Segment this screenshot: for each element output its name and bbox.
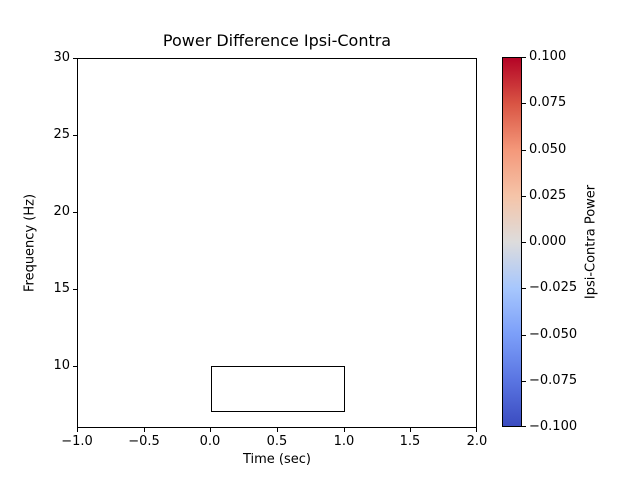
x-tick-mark <box>210 428 211 432</box>
y-axis-label: Frequency (Hz) <box>22 193 38 293</box>
colorbar-tick-mark <box>522 381 526 382</box>
colorbar-tick-mark <box>522 103 526 104</box>
colorbar-tick-mark <box>522 57 526 58</box>
colorbar-tick-label: 0.100 <box>529 49 567 64</box>
x-tick-mark <box>144 428 145 432</box>
colorbar-tick-label: −0.100 <box>529 419 578 434</box>
y-tick-label: 25 <box>53 127 70 142</box>
x-tick-mark <box>410 428 411 432</box>
colorbar-tick-mark <box>522 335 526 336</box>
colorbar-tick-mark <box>522 196 526 197</box>
colorbar-tick-label: 0.000 <box>529 234 567 249</box>
x-tick-label: −0.5 <box>128 434 160 449</box>
y-tick-label: 30 <box>53 50 70 65</box>
x-tick-mark <box>476 428 477 432</box>
colorbar-tick-label: −0.050 <box>529 327 578 342</box>
colorbar-tick-mark <box>522 150 526 151</box>
colorbar-tick-label: −0.025 <box>529 280 578 295</box>
y-tick-mark <box>73 212 77 213</box>
x-tick-mark <box>277 428 278 432</box>
y-tick-mark <box>73 289 77 290</box>
colorbar-tick-mark <box>522 288 526 289</box>
colorbar-tick-label: 0.050 <box>529 142 567 157</box>
x-axis-label: Time (sec) <box>242 452 311 467</box>
colorbar <box>502 57 522 427</box>
colorbar-tick-mark <box>522 242 526 243</box>
y-tick-label: 20 <box>53 204 70 219</box>
colorbar-tick-mark <box>522 426 526 427</box>
x-tick-mark <box>77 428 78 432</box>
y-tick-mark <box>73 58 77 59</box>
y-tick-mark <box>73 366 77 367</box>
annotation-rectangle <box>211 366 345 412</box>
colorbar-tick-label: 0.075 <box>529 95 567 110</box>
y-tick-mark <box>73 135 77 136</box>
x-tick-label: −1.0 <box>61 434 93 449</box>
x-tick-label: 0.5 <box>266 434 288 449</box>
y-tick-label: 15 <box>53 281 70 296</box>
chart-title: Power Difference Ipsi-Contra <box>162 31 392 50</box>
y-tick-label: 10 <box>53 358 70 373</box>
x-tick-label: 2.0 <box>466 434 488 449</box>
x-tick-mark <box>344 428 345 432</box>
x-tick-label: 1.0 <box>333 434 355 449</box>
x-tick-label: 0.0 <box>199 434 221 449</box>
colorbar-tick-label: −0.075 <box>529 373 578 388</box>
colorbar-tick-label: 0.025 <box>529 188 567 203</box>
x-tick-label: 1.5 <box>399 434 421 449</box>
colorbar-label: Ipsi-Contra Power <box>583 184 599 300</box>
